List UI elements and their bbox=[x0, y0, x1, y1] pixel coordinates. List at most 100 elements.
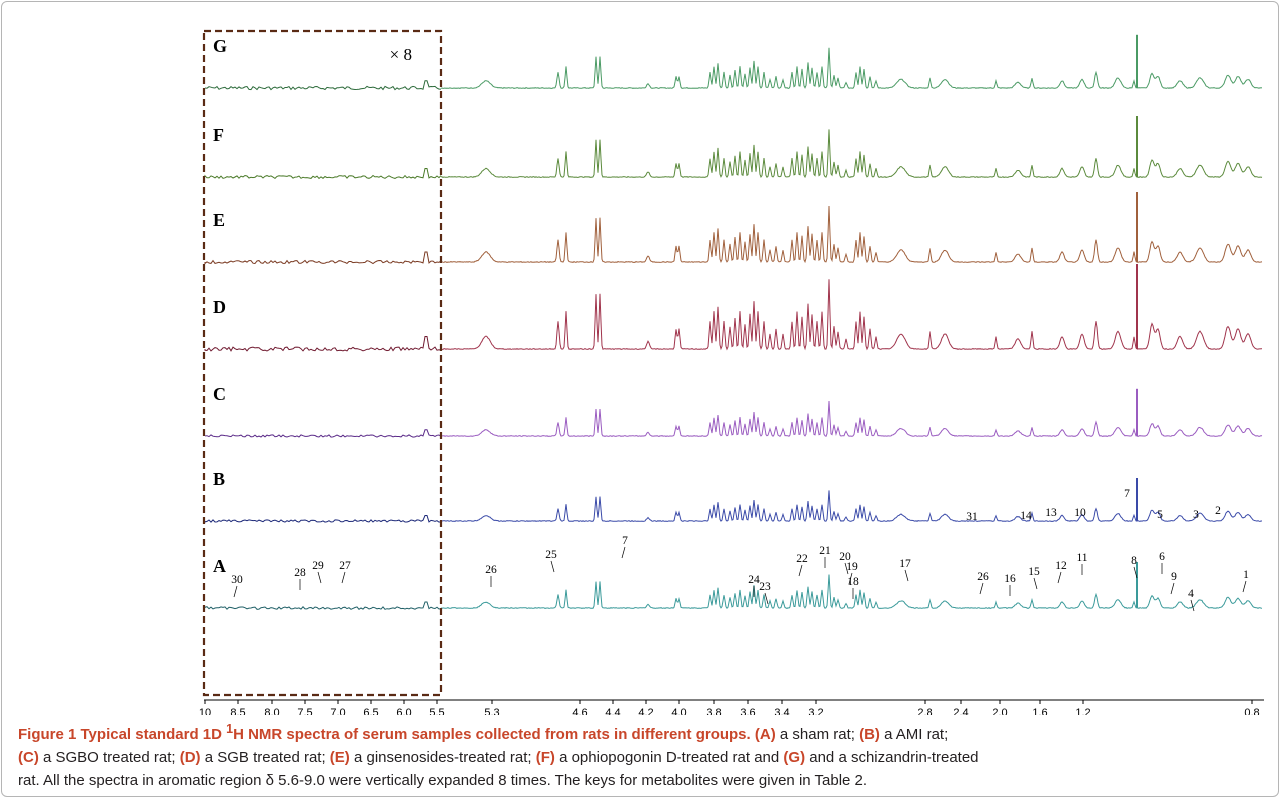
panel-label-b: B bbox=[213, 469, 225, 489]
annotation-a-leader bbox=[764, 592, 769, 605]
annotation-a-29: 29 bbox=[312, 560, 324, 572]
annotation-a-19: 19 bbox=[846, 561, 858, 573]
x-tick-label: 1.6 bbox=[1032, 707, 1047, 715]
caption-text-a: a sham rat; bbox=[775, 726, 860, 743]
caption-text-b: a AMI rat; bbox=[879, 726, 949, 743]
annotation-a-leader bbox=[550, 560, 555, 573]
annotation-a-11: 11 bbox=[1076, 552, 1087, 564]
panel-label-f: F bbox=[213, 125, 224, 145]
x-tick-label: 1.2 bbox=[1075, 707, 1090, 715]
caption-rest: rat. All the spectra in aromatic region … bbox=[18, 772, 868, 789]
x-tick-label: 5.3 bbox=[484, 707, 499, 715]
x-tick-label: 4.0 bbox=[671, 707, 686, 715]
annotation-a-leader bbox=[904, 569, 909, 582]
annotation-a-leader bbox=[1133, 566, 1138, 579]
annotation-a-24: 24 bbox=[748, 574, 760, 586]
spectrum-aliphatic-f bbox=[441, 129, 1263, 179]
spectrum-aliphatic-b bbox=[440, 490, 1262, 523]
annotation-a-leader bbox=[798, 564, 803, 577]
expansion-factor: × 8 bbox=[390, 45, 412, 64]
figure-caption: Figure 1 Typical standard 1D 1H NMR spec… bbox=[18, 718, 1264, 792]
annotation-b-3: 3 bbox=[1193, 509, 1199, 521]
x-tick-label: 4.6 bbox=[572, 707, 587, 715]
x-tick-label: 2.8 bbox=[917, 707, 932, 715]
annotation-a-leader bbox=[1033, 577, 1038, 590]
annotation-a-30: 30 bbox=[231, 574, 243, 586]
annotation-a-leader bbox=[233, 585, 238, 598]
annotation-a-25: 25 bbox=[545, 549, 557, 561]
x-tick-label: 4.2 bbox=[638, 707, 653, 715]
panel-label-g: G bbox=[213, 36, 227, 56]
spectrum-aliphatic-g bbox=[440, 47, 1263, 90]
annotation-a-leader bbox=[844, 562, 849, 575]
x-tick-label: 5.5 bbox=[429, 707, 444, 715]
caption-key-d: (D) bbox=[179, 749, 201, 766]
annotation-b-7: 7 bbox=[1124, 488, 1130, 500]
annotation-b-14: 14 bbox=[1020, 510, 1032, 522]
caption-text-c: a SGBO treated rat; bbox=[38, 749, 180, 766]
annotation-a-26: 26 bbox=[485, 564, 497, 576]
spectrum-aliphatic-d bbox=[441, 279, 1263, 351]
annotation-a-18: 18 bbox=[847, 576, 859, 588]
annotation-a-28: 28 bbox=[294, 567, 306, 579]
annotation-a-9: 9 bbox=[1171, 571, 1177, 583]
caption-key-c: (C) bbox=[18, 749, 39, 766]
annotation-b-31: 31 bbox=[966, 511, 978, 523]
annotation-b-10: 10 bbox=[1074, 507, 1086, 519]
annotation-a-leader bbox=[1190, 599, 1195, 612]
annotation-a-leader bbox=[1242, 580, 1247, 593]
caption-title-sup: 1 bbox=[226, 722, 234, 736]
spectrum-aliphatic-a bbox=[440, 574, 1263, 610]
x-tick-label: 6.5 bbox=[363, 707, 378, 715]
x-tick-label: 2.0 bbox=[992, 707, 1007, 715]
annotation-a-leader bbox=[621, 546, 626, 559]
annotation-a-20: 20 bbox=[839, 551, 851, 563]
annotation-a-leader bbox=[848, 572, 853, 585]
spectrum-aromatic-a bbox=[204, 601, 442, 610]
annotation-a-7: 7 bbox=[622, 535, 628, 547]
spectrum-aromatic-f bbox=[204, 168, 442, 180]
x-tick-label: 7.5 bbox=[297, 707, 312, 715]
caption-key-e: (E) bbox=[329, 749, 350, 766]
caption-key-b: (B) bbox=[859, 726, 880, 743]
panel-label-e: E bbox=[213, 210, 225, 230]
annotation-a-leader bbox=[317, 571, 322, 584]
annotation-a-leader bbox=[1170, 582, 1175, 595]
annotation-a-1: 1 bbox=[1243, 569, 1249, 581]
caption-title: Figure 1 Typical standard 1D bbox=[18, 726, 227, 743]
annotation-a-leader bbox=[341, 571, 346, 584]
panel-label-c: C bbox=[213, 384, 226, 404]
annotation-b-13: 13 bbox=[1045, 507, 1057, 519]
annotation-a-16: 16 bbox=[1004, 573, 1016, 585]
panel-label-a: A bbox=[213, 556, 226, 576]
x-tick-label: 8.5 bbox=[230, 707, 245, 715]
annotation-a-leader bbox=[1057, 571, 1062, 584]
caption-text-g: and a schizandrin-treated bbox=[805, 749, 979, 766]
annotation-a-22: 22 bbox=[796, 553, 808, 565]
x-tick-label: 6.0 bbox=[396, 707, 411, 715]
annotation-a-27: 27 bbox=[339, 560, 351, 572]
caption-key-f: (F) bbox=[535, 749, 555, 766]
annotation-a-4: 4 bbox=[1188, 588, 1194, 600]
x-tick-label: 7.0 bbox=[330, 707, 345, 715]
annotation-a-8: 8 bbox=[1131, 555, 1137, 567]
caption-text-e: a ginsenosides-treated rat; bbox=[349, 749, 536, 766]
x-tick-label: 3.6 bbox=[740, 707, 755, 715]
caption-key-g: (G) bbox=[783, 749, 806, 766]
annotation-a-17: 17 bbox=[899, 558, 911, 570]
caption-text-f: a ophiopogonin D-treated rat and bbox=[554, 749, 784, 766]
annotation-a-leader bbox=[979, 582, 984, 595]
spectrum-aromatic-g bbox=[204, 80, 441, 91]
spectrum-aromatic-e bbox=[204, 251, 442, 265]
annotation-a-23: 23 bbox=[759, 581, 771, 593]
x-tick-label: 3.4 bbox=[774, 707, 789, 715]
x-tick-label: 8.0 bbox=[264, 707, 279, 715]
annotation-a-12: 12 bbox=[1055, 560, 1067, 572]
annotation-a-21: 21 bbox=[819, 545, 831, 557]
x-tick-label: 3.2 bbox=[808, 707, 823, 715]
caption-title-rest: H NMR spectra of serum samples collected… bbox=[233, 726, 751, 743]
annotation-b-5: 5 bbox=[1157, 509, 1163, 521]
aromatic-expansion-box bbox=[202, 29, 443, 697]
x-tick-label: 2.4 bbox=[953, 707, 968, 715]
